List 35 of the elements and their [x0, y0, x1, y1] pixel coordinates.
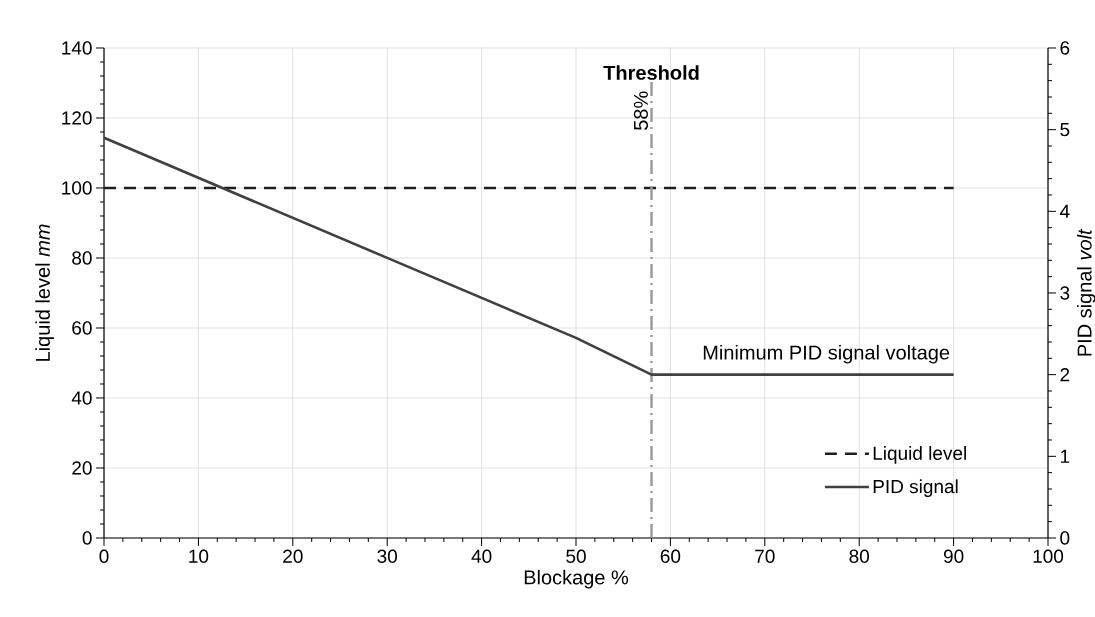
y2-tick-label: 1	[1060, 449, 1070, 463]
x-tick-label: 10	[189, 549, 209, 563]
x-tick-label: 90	[943, 549, 964, 563]
y-tick-label: 20	[72, 461, 92, 475]
y2-tick-label: 0	[1060, 531, 1070, 545]
y-tick-label: 120	[62, 111, 92, 125]
x-tick-label: 40	[471, 549, 492, 563]
y-tick-label: 80	[72, 251, 92, 265]
x-tick-label: 80	[849, 549, 870, 563]
y2-tick-label: 3	[1060, 286, 1070, 300]
y-axis-title: Liquid level mm	[35, 224, 54, 361]
x-tick-label: 50	[566, 549, 586, 563]
y-tick-label: 0	[82, 531, 92, 545]
y2-axis-title: PID signal volt	[1076, 228, 1095, 356]
ref-line-label: 58%	[633, 91, 648, 130]
y-tick-label: 40	[71, 391, 92, 405]
legend-label: Liquid level	[873, 446, 966, 464]
legend-label: PID signal	[873, 479, 958, 498]
x-tick-label: 0	[99, 549, 109, 563]
y2-tick-label: 4	[1059, 204, 1070, 218]
x-tick-label: 20	[283, 549, 303, 563]
y-tick-label: 140	[62, 41, 92, 55]
annotation: Minimum PID signal voltage	[703, 344, 950, 364]
y-tick-label: 100	[62, 181, 92, 195]
y2-tick-label: 6	[1060, 41, 1070, 55]
y2-tick-label: 2	[1060, 368, 1070, 382]
x-tick-label: 60	[660, 549, 681, 563]
x-tick-label: 70	[755, 549, 775, 563]
x-axis-title: Blockage %	[524, 569, 629, 589]
x-tick-label: 100	[1033, 549, 1064, 563]
line-series	[102, 136, 955, 376]
x-tick-label: 30	[377, 549, 398, 563]
y-tick-label: 60	[72, 321, 92, 335]
annotation: Threshold	[603, 65, 699, 80]
y2-tick-label: 5	[1060, 123, 1070, 137]
